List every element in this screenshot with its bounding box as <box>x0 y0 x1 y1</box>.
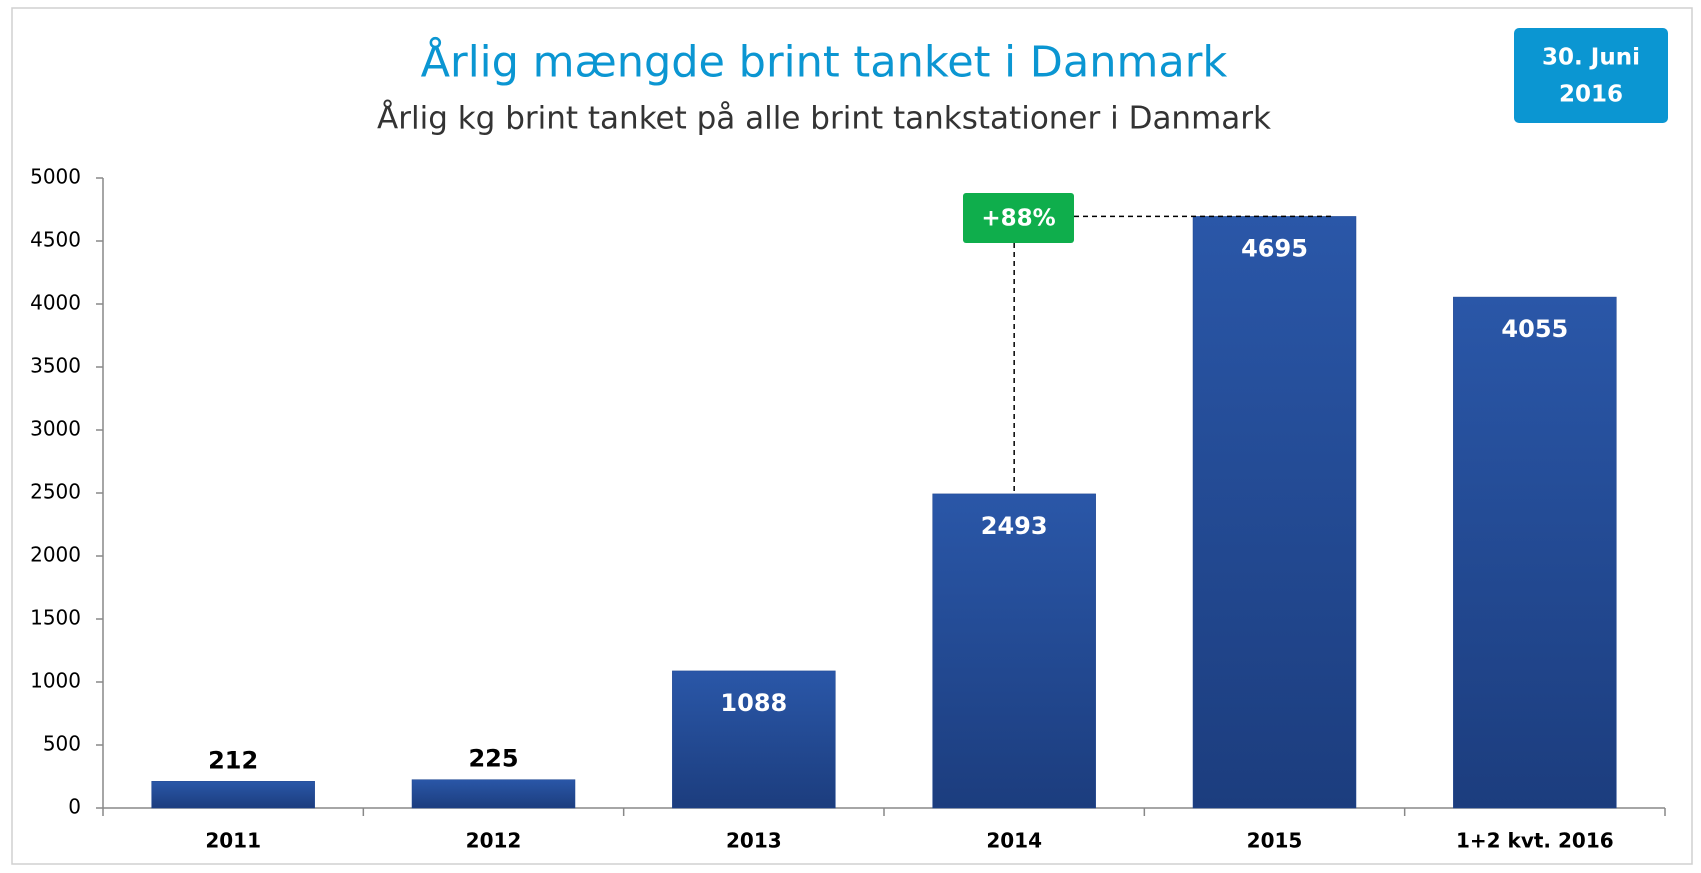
chart-border <box>11 7 1693 865</box>
x-tick-label: 2014 <box>986 829 1042 853</box>
date-badge-line: 30. Juni <box>1542 45 1640 71</box>
x-tick-label: 2011 <box>205 829 261 853</box>
y-tick-label: 4500 <box>30 228 81 252</box>
chart-title: Årlig mængde brint tanket i Danmark <box>421 37 1228 88</box>
x-tick-label: 2012 <box>466 829 522 853</box>
data-label: 1088 <box>720 689 787 717</box>
x-tick-label: 2015 <box>1247 829 1303 853</box>
y-tick-label: 1500 <box>30 606 81 630</box>
bar <box>411 779 576 809</box>
bar <box>1453 296 1617 809</box>
y-tick-label: 2500 <box>30 480 81 504</box>
x-tick-label: 1+2 kvt. 2016 <box>1456 829 1614 853</box>
bar <box>151 781 315 809</box>
data-label: 225 <box>468 745 518 773</box>
data-label: 4055 <box>1501 315 1568 343</box>
annotation-box <box>963 193 1074 243</box>
bar <box>672 670 836 809</box>
y-tick-label: 2000 <box>30 543 81 567</box>
y-tick-label: 4000 <box>30 291 81 315</box>
data-label: 4695 <box>1241 234 1308 262</box>
chart-subtitle: Årlig kg brint tanket på alle brint tank… <box>377 101 1271 137</box>
y-tick-label: 0 <box>68 795 81 819</box>
bar <box>1192 216 1357 809</box>
date-badge-line: 2016 <box>1559 82 1623 108</box>
date-badge <box>1514 28 1668 123</box>
bar <box>932 493 1096 809</box>
y-tick-label: 5000 <box>30 165 81 189</box>
y-tick-label: 1000 <box>30 669 81 693</box>
x-tick-label: 2013 <box>726 829 782 853</box>
y-tick-label: 3000 <box>30 417 81 441</box>
y-tick-label: 3500 <box>30 354 81 378</box>
data-label: 2493 <box>981 512 1048 540</box>
data-label: 212 <box>208 746 258 774</box>
y-tick-label: 500 <box>43 732 81 756</box>
annotation: +88% <box>981 206 1055 232</box>
